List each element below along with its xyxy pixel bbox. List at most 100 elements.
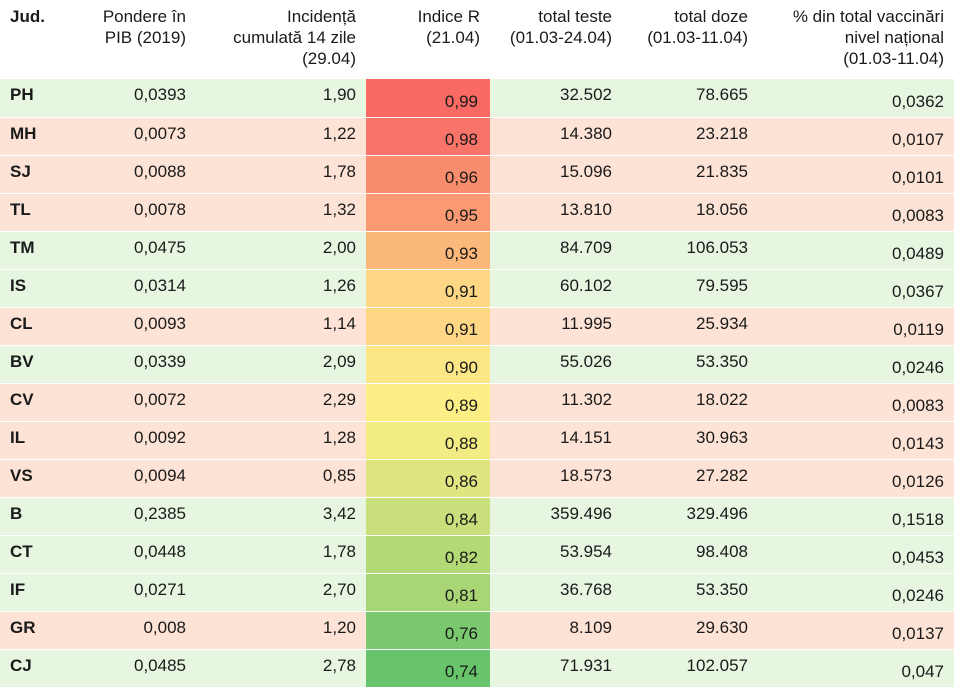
gdp-share-cell: 0,0093 [64, 307, 196, 346]
total-tests-cell: 36.768 [490, 573, 622, 612]
table-row: IS 0,0314 1,26 0,91 60.102 79.595 0,0367 [0, 269, 954, 308]
total-doses-cell: 78.665 [622, 79, 758, 118]
header-line: total teste [538, 7, 612, 26]
r-index-header: Indice R (21.04) [366, 0, 490, 79]
header-line: Incidență [287, 7, 356, 26]
vaccination-share-cell: 0,0107 [758, 117, 954, 156]
header-line: Jud. [10, 7, 45, 26]
total-doses-cell: 21.835 [622, 155, 758, 194]
incidence-14d-cell: 1,78 [196, 155, 366, 194]
total-tests-cell: 32.502 [490, 79, 622, 118]
total-doses-cell: 23.218 [622, 117, 758, 156]
total-tests-cell: 11.995 [490, 307, 622, 346]
county-code-cell: TM [0, 231, 64, 270]
header-line: (21.04) [426, 28, 480, 47]
incidence-14d-cell: 1,14 [196, 307, 366, 346]
total-tests-cell: 359.496 [490, 497, 622, 536]
incidence-14d-cell: 1,28 [196, 421, 366, 460]
r-index-cell: 0,91 [366, 307, 490, 346]
incidence-14d-cell: 1,32 [196, 193, 366, 232]
gdp-share-cell: 0,0393 [64, 79, 196, 118]
county-code-cell: GR [0, 611, 64, 650]
total-tests-cell: 60.102 [490, 269, 622, 308]
table-row: CV 0,0072 2,29 0,89 11.302 18.022 0,0083 [0, 383, 954, 422]
vaccination-share-cell: 0,0101 [758, 155, 954, 194]
gdp-share-cell: 0,0094 [64, 459, 196, 498]
county-code-cell: BV [0, 345, 64, 384]
county-code-cell: IS [0, 269, 64, 308]
table-row: PH 0,0393 1,90 0,99 32.502 78.665 0,0362 [0, 79, 954, 118]
county-code-cell: CJ [0, 649, 64, 688]
table-row: CL 0,0093 1,14 0,91 11.995 25.934 0,0119 [0, 307, 954, 346]
header-line: (01.03-11.04) [843, 49, 944, 68]
r-index-cell: 0,82 [366, 535, 490, 574]
county-code-cell: TL [0, 193, 64, 232]
total-tests-cell: 55.026 [490, 345, 622, 384]
total-doses-cell: 102.057 [622, 649, 758, 688]
r-index-cell: 0,74 [366, 649, 490, 688]
incidence-header: Incidență cumulată 14 zile (29.04) [196, 0, 366, 79]
total-tests-cell: 84.709 [490, 231, 622, 270]
county-code-cell: IF [0, 573, 64, 612]
county-code-cell: VS [0, 459, 64, 498]
r-index-cell: 0,88 [366, 421, 490, 460]
vaccination-share-cell: 0,0119 [758, 307, 954, 346]
table-row: IF 0,0271 2,70 0,81 36.768 53.350 0,0246 [0, 573, 954, 612]
total-doses-cell: 30.963 [622, 421, 758, 460]
header-line: % din total vaccinări [792, 7, 944, 26]
gdp-share-cell: 0,0078 [64, 193, 196, 232]
total-doses-cell: 329.496 [622, 497, 758, 536]
incidence-14d-cell: 1,78 [196, 535, 366, 574]
vaccination-share-cell: 0,0137 [758, 611, 954, 650]
table-row: CT 0,0448 1,78 0,82 53.954 98.408 0,0453 [0, 535, 954, 574]
vaccination-share-cell: 0,0083 [758, 383, 954, 422]
total-tests-cell: 8.109 [490, 611, 622, 650]
table-row: SJ 0,0088 1,78 0,96 15.096 21.835 0,0101 [0, 155, 954, 194]
gdp-share-cell: 0,0485 [64, 649, 196, 688]
vaccination-share-cell: 0,0143 [758, 421, 954, 460]
table-row: IL 0,0092 1,28 0,88 14.151 30.963 0,0143 [0, 421, 954, 460]
vaccination-share-cell: 0,1518 [758, 497, 954, 536]
header-line: total doze [674, 7, 748, 26]
header-line: PIB (2019) [104, 28, 186, 47]
vaccination-share-cell: 0,0489 [758, 231, 954, 270]
gdp-share-cell: 0,2385 [64, 497, 196, 536]
r-index-cell: 0,95 [366, 193, 490, 232]
vaccination-share-cell: 0,047 [758, 649, 954, 688]
header-line: (01.03-24.04) [509, 28, 612, 47]
incidence-14d-cell: 1,26 [196, 269, 366, 308]
r-index-cell: 0,84 [366, 497, 490, 536]
total-tests-cell: 14.380 [490, 117, 622, 156]
incidence-14d-cell: 2,09 [196, 345, 366, 384]
total-tests-cell: 14.151 [490, 421, 622, 460]
table-row: MH 0,0073 1,22 0,98 14.380 23.218 0,0107 [0, 117, 954, 156]
table-row: B 0,2385 3,42 0,84 359.496 329.496 0,1518 [0, 497, 954, 536]
total-doses-cell: 106.053 [622, 231, 758, 270]
total-tests-header: total teste (01.03-24.04) [490, 0, 622, 79]
gdp-share-cell: 0,0314 [64, 269, 196, 308]
incidence-14d-cell: 2,78 [196, 649, 366, 688]
total-doses-cell: 25.934 [622, 307, 758, 346]
r-index-cell: 0,99 [366, 79, 490, 118]
incidence-14d-cell: 3,42 [196, 497, 366, 536]
total-doses-cell: 27.282 [622, 459, 758, 498]
county-header: Jud. [0, 0, 64, 79]
total-doses-cell: 53.350 [622, 573, 758, 612]
table-row: TM 0,0475 2,00 0,93 84.709 106.053 0,0489 [0, 231, 954, 270]
total-doses-cell: 79.595 [622, 269, 758, 308]
incidence-14d-cell: 1,90 [196, 79, 366, 118]
r-index-cell: 0,89 [366, 383, 490, 422]
county-code-cell: CV [0, 383, 64, 422]
r-index-cell: 0,98 [366, 117, 490, 156]
r-index-cell: 0,91 [366, 269, 490, 308]
table-row: BV 0,0339 2,09 0,90 55.026 53.350 0,0246 [0, 345, 954, 384]
county-code-cell: CL [0, 307, 64, 346]
total-doses-cell: 98.408 [622, 535, 758, 574]
total-doses-cell: 53.350 [622, 345, 758, 384]
vaccination-share-cell: 0,0367 [758, 269, 954, 308]
total-doses-header: total doze (01.03-11.04) [622, 0, 758, 79]
gdp-share-cell: 0,0088 [64, 155, 196, 194]
total-tests-cell: 11.302 [490, 383, 622, 422]
header-line: Pondere în [102, 7, 186, 26]
header-line: nivel național [844, 28, 944, 47]
